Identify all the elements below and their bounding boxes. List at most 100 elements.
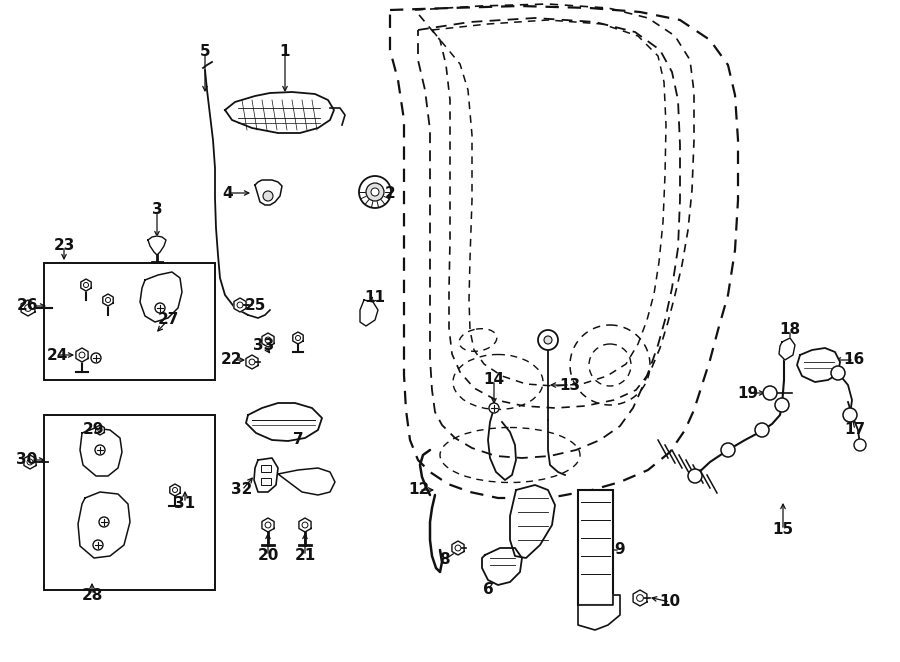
- Polygon shape: [140, 272, 182, 322]
- Polygon shape: [482, 548, 522, 585]
- Circle shape: [295, 336, 301, 340]
- Bar: [261, 465, 271, 472]
- Polygon shape: [78, 492, 130, 558]
- Text: 24: 24: [46, 348, 68, 363]
- Text: 23: 23: [53, 238, 75, 254]
- Polygon shape: [254, 458, 278, 492]
- Polygon shape: [170, 484, 180, 496]
- Circle shape: [538, 330, 558, 350]
- Text: 27: 27: [158, 312, 179, 328]
- Polygon shape: [299, 518, 311, 532]
- Circle shape: [266, 337, 271, 343]
- Circle shape: [98, 428, 102, 432]
- Circle shape: [173, 487, 177, 493]
- Circle shape: [359, 176, 391, 208]
- Circle shape: [249, 359, 255, 365]
- Polygon shape: [234, 298, 246, 312]
- Polygon shape: [278, 468, 335, 495]
- Circle shape: [263, 191, 273, 201]
- Circle shape: [721, 443, 735, 457]
- Bar: [578, 490, 613, 605]
- Polygon shape: [452, 541, 464, 555]
- Circle shape: [455, 545, 461, 551]
- Text: 19: 19: [737, 385, 759, 401]
- Polygon shape: [80, 428, 122, 476]
- Text: 29: 29: [82, 422, 104, 438]
- Text: 18: 18: [779, 322, 801, 338]
- Polygon shape: [103, 294, 113, 306]
- Polygon shape: [148, 236, 166, 255]
- Text: 1: 1: [280, 44, 290, 60]
- Text: 13: 13: [560, 377, 580, 393]
- Circle shape: [636, 594, 644, 601]
- Polygon shape: [246, 355, 258, 369]
- Bar: [44, 415, 215, 590]
- Polygon shape: [246, 403, 322, 441]
- Polygon shape: [225, 92, 334, 133]
- Text: 5: 5: [200, 44, 211, 60]
- Circle shape: [755, 423, 769, 437]
- Polygon shape: [255, 180, 282, 205]
- Polygon shape: [21, 300, 35, 316]
- Polygon shape: [797, 348, 840, 382]
- Circle shape: [302, 522, 308, 528]
- Circle shape: [84, 283, 88, 287]
- Text: 30: 30: [16, 453, 38, 467]
- Circle shape: [105, 297, 111, 303]
- Bar: [44, 263, 215, 380]
- Text: 20: 20: [257, 549, 279, 563]
- Text: 15: 15: [772, 522, 794, 538]
- Text: 9: 9: [615, 542, 626, 557]
- Text: 28: 28: [81, 587, 103, 602]
- Circle shape: [371, 188, 379, 196]
- Text: 10: 10: [660, 594, 680, 610]
- Text: 2: 2: [384, 185, 395, 201]
- Circle shape: [95, 445, 105, 455]
- Circle shape: [544, 336, 552, 344]
- Text: 25: 25: [244, 297, 266, 312]
- Text: 8: 8: [438, 553, 449, 567]
- Text: 33: 33: [254, 338, 274, 352]
- Polygon shape: [292, 332, 303, 344]
- Text: 31: 31: [175, 495, 195, 510]
- Circle shape: [843, 408, 857, 422]
- Polygon shape: [81, 279, 91, 291]
- Polygon shape: [779, 338, 795, 360]
- Text: 7: 7: [292, 432, 303, 448]
- Circle shape: [688, 469, 702, 483]
- Circle shape: [91, 353, 101, 363]
- Polygon shape: [262, 333, 274, 347]
- Circle shape: [237, 302, 243, 308]
- Circle shape: [155, 303, 165, 313]
- Polygon shape: [510, 485, 555, 558]
- Polygon shape: [262, 518, 274, 532]
- Polygon shape: [76, 348, 88, 362]
- Text: 12: 12: [409, 483, 429, 498]
- Text: 26: 26: [17, 299, 39, 314]
- Circle shape: [27, 459, 33, 465]
- Circle shape: [775, 398, 789, 412]
- Circle shape: [489, 403, 499, 413]
- Text: 3: 3: [152, 203, 162, 218]
- Circle shape: [24, 305, 32, 311]
- Circle shape: [763, 386, 777, 400]
- Text: 21: 21: [294, 549, 316, 563]
- Polygon shape: [633, 590, 647, 606]
- Bar: [261, 478, 271, 485]
- Text: 17: 17: [844, 422, 866, 438]
- Text: 6: 6: [482, 583, 493, 598]
- Circle shape: [854, 439, 866, 451]
- Text: 22: 22: [221, 352, 243, 367]
- Circle shape: [266, 522, 271, 528]
- Polygon shape: [24, 455, 36, 469]
- Text: 14: 14: [483, 373, 505, 387]
- Circle shape: [366, 183, 384, 201]
- Text: 4: 4: [222, 185, 233, 201]
- Circle shape: [99, 517, 109, 527]
- Circle shape: [93, 540, 103, 550]
- Circle shape: [79, 352, 85, 358]
- Text: 16: 16: [843, 352, 865, 367]
- Circle shape: [831, 366, 845, 380]
- Text: 11: 11: [364, 291, 385, 305]
- Text: 32: 32: [231, 483, 253, 498]
